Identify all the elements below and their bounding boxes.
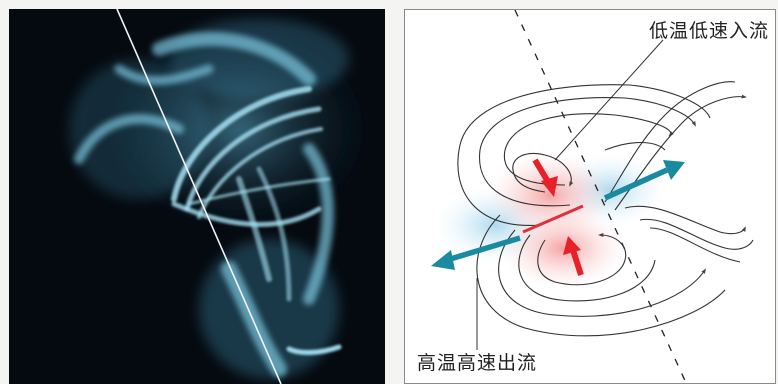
current-sheet	[522, 204, 584, 234]
heated-region-bottom	[501, 208, 625, 288]
reconnection-diagram-panel: 低温低速入流 高温高速出流	[404, 9, 776, 384]
inflow-arrow-bottom	[570, 249, 584, 276]
coronal-image	[9, 9, 385, 384]
outflow-arrowhead-right	[663, 160, 685, 180]
outflow-arrowhead-left	[431, 250, 455, 270]
outflow-arrows	[431, 160, 685, 270]
field-lines	[457, 81, 754, 337]
outflow-arrow-left	[446, 235, 521, 263]
coronal-image-panel	[9, 9, 385, 384]
inflow-arrowhead-top	[541, 176, 558, 197]
inflow-arrowhead-bottom	[563, 236, 581, 255]
slit-line	[116, 9, 282, 384]
inflow-label: 低温低速入流	[648, 20, 769, 42]
leader-line-inflow	[554, 39, 664, 161]
outflow-label: 高温高速出流	[417, 352, 538, 374]
inflow-arrows	[532, 158, 584, 276]
outflow-arrow-right	[603, 167, 669, 201]
reconnection-diagram	[431, 10, 754, 383]
neutral-line	[514, 10, 687, 383]
